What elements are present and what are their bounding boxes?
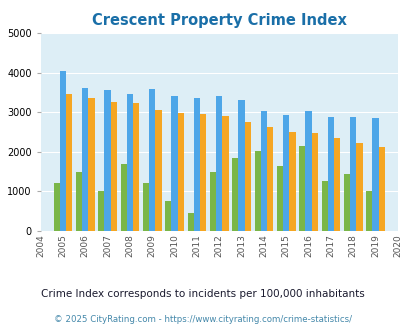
Bar (209, 172, 215, 231)
Bar (289, 132, 295, 231)
Bar (66, 94, 72, 231)
Bar (193, 98, 200, 231)
Bar (187, 213, 193, 231)
Bar (165, 201, 171, 231)
Bar (260, 112, 266, 231)
Bar (60, 71, 66, 231)
Bar (98, 191, 104, 231)
Bar (298, 146, 305, 231)
Bar (82, 88, 88, 231)
Text: © 2025 CityRating.com - https://www.cityrating.com/crime-statistics/: © 2025 CityRating.com - https://www.city… (54, 315, 351, 324)
Bar (244, 122, 250, 231)
Bar (155, 110, 161, 231)
Bar (276, 166, 282, 231)
Bar (104, 90, 111, 231)
Bar (371, 118, 378, 231)
Text: Crime Index corresponds to incidents per 100,000 inhabitants: Crime Index corresponds to incidents per… (41, 289, 364, 299)
Bar (143, 183, 149, 231)
Bar (327, 116, 333, 231)
Bar (200, 114, 206, 231)
Title: Crescent Property Crime Index: Crescent Property Crime Index (92, 13, 346, 28)
Bar (126, 94, 133, 231)
Bar (88, 98, 94, 231)
Bar (254, 151, 260, 231)
Bar (343, 174, 349, 231)
Bar (177, 114, 183, 231)
Bar (222, 116, 228, 231)
Bar (238, 100, 244, 231)
Bar (356, 144, 362, 231)
Bar (305, 111, 311, 231)
Bar (378, 147, 384, 231)
Bar (311, 133, 317, 231)
Bar (333, 138, 339, 231)
Bar (349, 116, 356, 231)
Bar (321, 181, 327, 231)
Bar (120, 164, 126, 231)
Bar (53, 183, 60, 231)
Bar (215, 96, 222, 231)
Bar (171, 96, 177, 231)
Bar (365, 191, 371, 231)
Bar (266, 127, 273, 231)
Bar (76, 172, 82, 231)
Bar (133, 103, 139, 231)
Bar (232, 158, 238, 231)
Bar (111, 102, 117, 231)
Bar (149, 89, 155, 231)
Bar (282, 115, 289, 231)
